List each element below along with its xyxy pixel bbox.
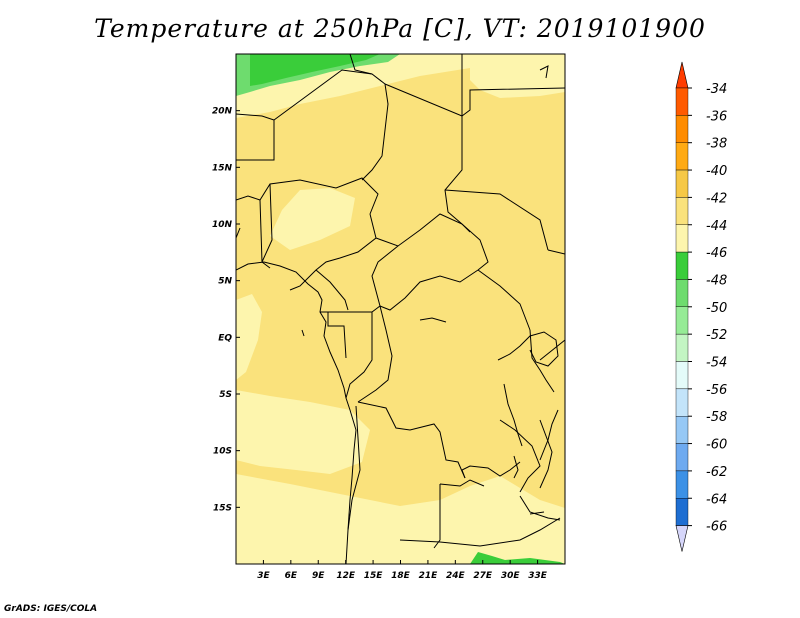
x-tick-label: 6E [285, 571, 298, 581]
x-tick-label: 27E [473, 571, 493, 581]
colorbar-label: -54 [706, 356, 727, 371]
y-tick-label: 5S [219, 390, 232, 400]
colorbar-label: -56 [706, 383, 727, 398]
colorbar-label: -64 [706, 492, 727, 507]
band-minus42-minus40-sahel [270, 188, 355, 250]
colorbar-label: -46 [706, 246, 727, 261]
x-tick-label: 12E [336, 571, 356, 581]
colorbar-label: -50 [706, 301, 727, 316]
x-tick-label: 3E [257, 571, 270, 581]
coastlines [236, 65, 559, 564]
colorbar-top-arrow [675, 61, 689, 89]
y-tick-label: 15S [213, 503, 232, 513]
temperature-field [236, 54, 565, 564]
country-boundaries [236, 54, 565, 549]
colorbar-segment [675, 115, 689, 143]
y-tick-label: 15N [212, 163, 233, 173]
x-tick-label: 21E [419, 571, 439, 581]
x-tick-label: 24E [446, 571, 466, 581]
chart-title: Temperature at 250hPa [C], VT: 201910190… [94, 14, 706, 43]
x-tick-label: 9E [312, 571, 325, 581]
y-tick-label: 10S [213, 447, 232, 457]
x-tick-label: 15E [364, 571, 384, 581]
y-tick-label: 5N [218, 277, 232, 287]
colorbar-label: -42 [706, 191, 727, 206]
x-tick-label: 30E [501, 571, 521, 581]
colorbar-segment [675, 470, 689, 499]
colorbar-segment [675, 142, 689, 171]
colorbar-segment [675, 443, 689, 472]
y-tick-label: EQ [218, 333, 232, 343]
colorbar-label: -44 [706, 219, 727, 234]
colorbar-segment [675, 306, 689, 335]
band-minus44-minus42-north [250, 54, 380, 86]
y-tick-label: 10N [212, 220, 233, 230]
band-minus42-minus40-southwest [236, 390, 370, 474]
colorbar-label: -60 [706, 438, 727, 453]
colorbar-label: -36 [706, 109, 727, 124]
colorbar-label: -38 [706, 137, 727, 152]
x-tick-label: 18E [391, 571, 411, 581]
band-minus42-minus40-west [236, 294, 262, 380]
colorbar-segment [675, 224, 689, 253]
grads-credit: GrADS: IGES/COLA [4, 604, 98, 614]
colorbar-label: -66 [706, 520, 727, 535]
colorbar-label: -58 [706, 410, 727, 425]
band-minus42-minus40-south [236, 474, 565, 564]
colorbar-segment [675, 416, 689, 444]
colorbar-segment [675, 169, 689, 198]
colorbar-segment [675, 361, 689, 390]
colorbar-segment [675, 333, 689, 362]
colorbar-segment [675, 498, 689, 526]
band-minus42-minus40-northeast [470, 54, 565, 98]
colorbar-segment [675, 388, 689, 417]
x-tick-label: 33E [528, 571, 548, 581]
colorbar-segment [675, 251, 689, 280]
colorbar-segment [675, 87, 689, 116]
colorbar-label: -34 [706, 82, 727, 97]
colorbar-segment [675, 197, 689, 225]
colorbar-label: -48 [706, 273, 727, 288]
colorbar-label: -62 [706, 465, 727, 480]
y-tick-label: 20N [212, 107, 233, 117]
colorbar: -34 -36 -38 -40 -42 -44 -46 -48 -50 -52 -54 -56 -58 -… [675, 61, 727, 552]
band-minus40-minus38 [236, 54, 565, 564]
colorbar-bottom-arrow [675, 525, 689, 552]
band-minus44-minus42-south [470, 552, 565, 564]
x-axis: 3E 6E 9E 12E 15E 18E 21E 24E 27E 30E 33E [257, 560, 548, 581]
colorbar-label: -40 [706, 164, 727, 179]
y-axis: 20N 15N 10N 5N EQ 5S 10S 15S [212, 107, 240, 513]
colorbar-segment [675, 279, 689, 308]
colorbar-label: -52 [706, 328, 727, 343]
